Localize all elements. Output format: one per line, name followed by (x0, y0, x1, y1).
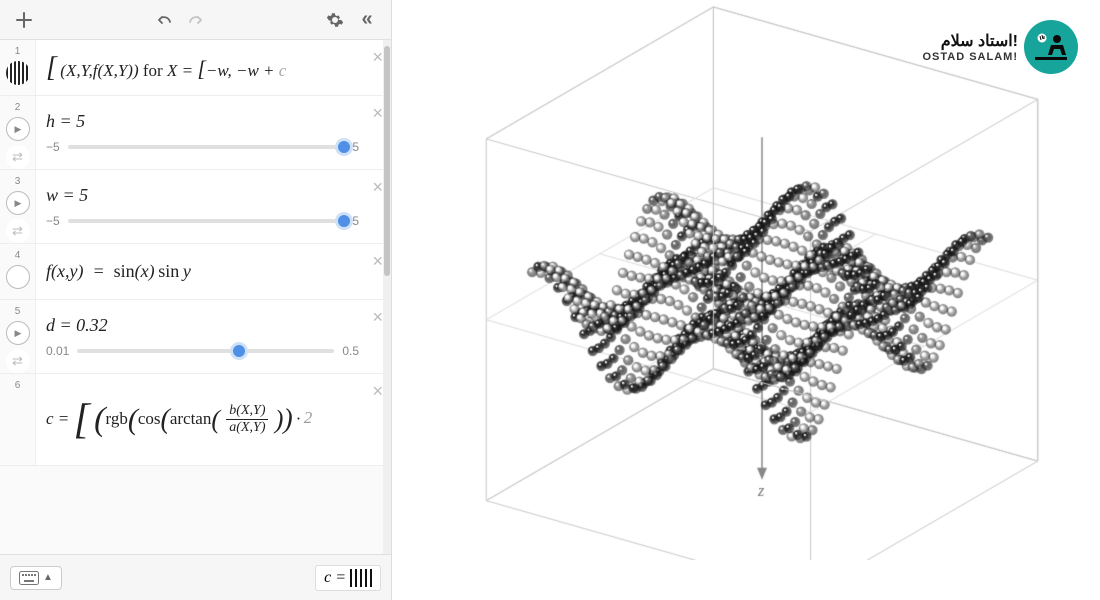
logo-text-en: OSTAD SALAM! (922, 51, 1018, 63)
slider[interactable]: −5 5 (46, 140, 359, 154)
play-icon[interactable] (6, 117, 30, 141)
expression-list: 1 [ (X,Y,f(X,Y)) for X = [−w, −w + c × 2… (0, 40, 391, 554)
expression-toolbar: « (0, 0, 391, 40)
color-swatch-icon (350, 569, 372, 587)
equals-sign: = (335, 569, 346, 587)
expression-content[interactable]: [ (X,Y,f(X,Y)) for X = [−w, −w + c (36, 40, 391, 95)
expression-row[interactable]: 4 f(x,y) = sin(x) sin y × (0, 244, 391, 300)
play-icon[interactable] (6, 321, 30, 345)
play-icon[interactable] (6, 191, 30, 215)
add-expression-button[interactable] (8, 4, 40, 36)
3d-canvas[interactable] (392, 0, 1100, 560)
logo-text-ar: !استاد سلام (922, 31, 1018, 51)
logo-badge-icon (1024, 20, 1078, 74)
keyboard-icon (19, 571, 39, 585)
collapse-panel-button[interactable]: « (351, 4, 383, 36)
close-icon[interactable]: × (372, 104, 383, 122)
loop-icon[interactable] (6, 145, 30, 169)
slider-min-label: −5 (46, 140, 60, 154)
slider[interactable]: 0.01 0.5 (46, 344, 359, 358)
expression-content[interactable]: f(x,y) = sin(x) sin y (36, 244, 391, 299)
close-icon[interactable]: × (372, 48, 383, 66)
slider-variable-label: h = 5 (46, 111, 359, 132)
row-number: 1 (15, 46, 21, 57)
undo-button[interactable] (148, 4, 180, 36)
slider-min-label: 0.01 (46, 344, 69, 358)
slider[interactable]: −5 5 (46, 214, 359, 228)
close-icon[interactable]: × (372, 252, 383, 270)
slider-min-label: −5 (46, 214, 60, 228)
expression-content[interactable]: c = [ (rgb(cos(arctan( b(X,Y)a(X,Y) )) ·… (36, 374, 391, 465)
row-number: 6 (15, 380, 21, 391)
keyboard-toggle-button[interactable]: ▲ (10, 566, 62, 590)
expression-row[interactable]: 3 w = 5 −5 5 × (0, 170, 391, 244)
loop-icon[interactable] (6, 219, 30, 243)
expression-row[interactable]: 1 [ (X,Y,f(X,Y)) for X = [−w, −w + c × (0, 40, 391, 96)
close-icon[interactable]: × (372, 308, 383, 326)
points-icon[interactable] (6, 61, 30, 85)
expression-panel: « 1 [ (X,Y,f(X,Y)) for X = [−w, −w + c ×… (0, 0, 392, 600)
expression-row[interactable]: 6 c = [ (rgb(cos(arctan( b(X,Y)a(X,Y) ))… (0, 374, 391, 466)
slider-thumb[interactable] (335, 138, 353, 156)
expression-row[interactable]: 5 d = 0.32 0.01 0.5 × (0, 300, 391, 374)
expression-row[interactable]: 2 h = 5 −5 5 × (0, 96, 391, 170)
row-number: 5 (15, 306, 21, 317)
slider-max-label: 5 (352, 140, 359, 154)
slider-max-label: 0.5 (342, 344, 359, 358)
settings-button[interactable] (319, 4, 351, 36)
expression-content[interactable]: h = 5 −5 5 (36, 96, 391, 169)
scrollbar[interactable] (383, 40, 391, 554)
watermark-logo: !استاد سلام OSTAD SALAM! (922, 20, 1078, 74)
result-preview: c = (315, 565, 381, 591)
slider-max-label: 5 (352, 214, 359, 228)
slider-variable-label: d = 0.32 (46, 315, 359, 336)
row-number: 3 (15, 176, 21, 187)
slider-track[interactable] (77, 349, 334, 353)
slider-variable-label: w = 5 (46, 185, 359, 206)
panel-footer: ▲ c = (0, 554, 391, 600)
row-number: 2 (15, 102, 21, 113)
redo-button[interactable] (180, 4, 212, 36)
slider-track[interactable] (68, 219, 345, 223)
slider-thumb[interactable] (335, 212, 353, 230)
hidden-icon[interactable] (6, 265, 30, 289)
slider-track[interactable] (68, 145, 345, 149)
close-icon[interactable]: × (372, 178, 383, 196)
slider-thumb[interactable] (230, 342, 248, 360)
expression-content[interactable]: d = 0.32 0.01 0.5 (36, 300, 391, 373)
close-icon[interactable]: × (372, 382, 383, 400)
expression-content[interactable]: w = 5 −5 5 (36, 170, 391, 243)
result-var: c (324, 569, 331, 587)
loop-icon[interactable] (6, 349, 30, 373)
row-number: 4 (15, 250, 21, 261)
graph-viewport[interactable]: !استاد سلام OSTAD SALAM! (392, 0, 1100, 600)
